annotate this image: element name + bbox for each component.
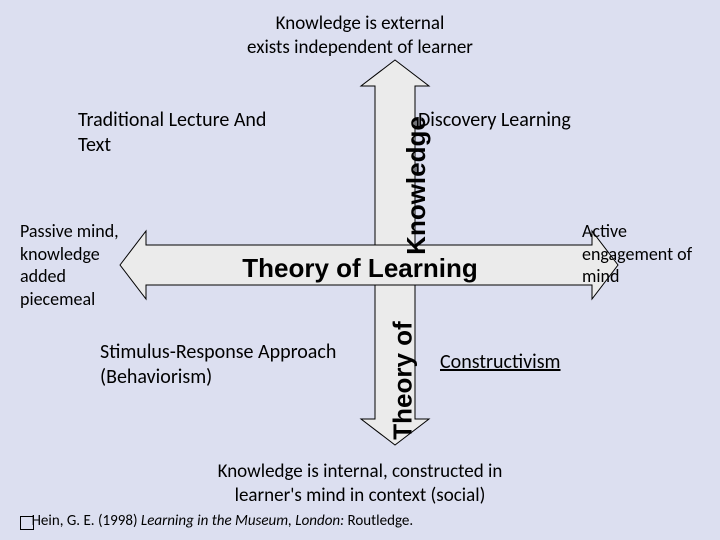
axis-label-top: Knowledge is external exists independent… [0,12,720,60]
vertical-axis-word-top: Knowledge [401,116,432,255]
axis-bottom-line1: Knowledge is internal, constructed in [218,460,503,483]
axis-top-line1: Knowledge is external [276,12,445,35]
quadrant-top-left: Traditional Lecture And Text [78,108,278,158]
citation-title: Learning in the Museum, London: [141,512,344,530]
quadrant-top-right: Discovery Learning [418,108,668,133]
axis-label-bottom: Knowledge is internal, constructed in le… [0,460,720,508]
citation-publisher: Routledge. [344,512,413,530]
citation-author: Hein, G. E. (1998) [32,512,141,530]
axis-top-line2: exists independent of learner [247,36,473,59]
vertical-axis-word-bottom: Theory of [388,321,419,439]
center-title: Theory of Learning [0,253,720,284]
quadrant-bottom-left: Stimulus-Response Approach (Behaviorism) [100,340,350,390]
quadrant-bottom-right: Constructivism [440,350,690,375]
axis-bottom-line2: learner's mind in context (social) [235,484,486,507]
citation: Hein, G. E. (1998) Learning in the Museu… [18,512,413,530]
